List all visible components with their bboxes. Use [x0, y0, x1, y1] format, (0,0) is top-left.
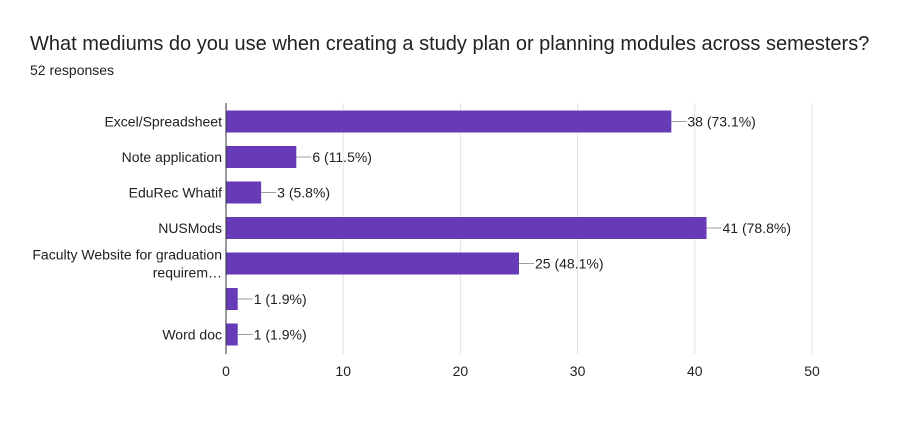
- category-label: Excel/Spreadsheet: [104, 114, 222, 130]
- data-label: 41 (78.8%): [723, 220, 791, 236]
- x-tick-label: 10: [335, 363, 351, 379]
- x-tick-label: 0: [222, 363, 230, 379]
- chart-title: What mediums do you use when creating a …: [30, 33, 870, 55]
- x-tick-label: 40: [687, 363, 703, 379]
- bar[interactable]: [226, 252, 519, 275]
- response-count: 52 responses: [30, 62, 115, 78]
- x-tick-label: 30: [570, 363, 586, 379]
- bar[interactable]: [226, 110, 672, 133]
- data-label: 38 (73.1%): [687, 114, 755, 130]
- x-tick-label: 50: [804, 363, 820, 379]
- data-label: 1 (1.9%): [254, 291, 307, 307]
- x-tick-label: 20: [453, 363, 469, 379]
- category-label: Note application: [122, 149, 222, 165]
- category-label: NUSMods: [158, 220, 222, 236]
- category-label: Faculty Website for graduation: [32, 247, 222, 263]
- data-label: 25 (48.1%): [535, 256, 603, 272]
- bar[interactable]: [226, 146, 297, 168]
- bar[interactable]: [226, 181, 262, 204]
- bar[interactable]: [226, 288, 238, 310]
- bar[interactable]: [226, 323, 238, 346]
- data-label: 1 (1.9%): [254, 327, 307, 343]
- bar[interactable]: [226, 217, 707, 239]
- category-label: requirem…: [153, 265, 222, 281]
- category-label: Word doc: [162, 327, 222, 343]
- category-label: EduRec Whatif: [129, 185, 222, 201]
- data-label: 6 (11.5%): [312, 149, 372, 165]
- data-label: 3 (5.8%): [277, 185, 330, 201]
